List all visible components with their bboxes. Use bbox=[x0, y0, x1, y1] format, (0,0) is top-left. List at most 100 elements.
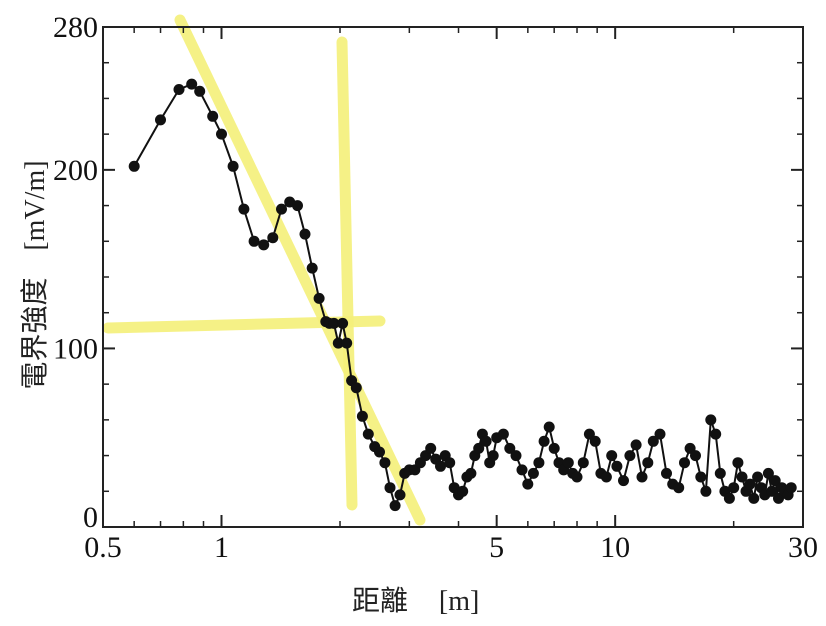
data-point bbox=[577, 457, 589, 469]
data-point bbox=[194, 85, 206, 97]
data-point bbox=[647, 435, 659, 447]
data-point bbox=[571, 471, 583, 483]
data-point bbox=[673, 482, 685, 494]
x-tick-label: 1 bbox=[214, 531, 229, 564]
data-point bbox=[533, 457, 545, 469]
x-tick-label: 30 bbox=[788, 531, 818, 564]
data-point bbox=[695, 471, 707, 483]
data-point bbox=[679, 457, 690, 469]
data-point bbox=[723, 492, 735, 504]
data-point bbox=[155, 114, 166, 126]
x-tick-label: 10 bbox=[600, 531, 630, 564]
data-point bbox=[752, 471, 764, 483]
data-point bbox=[744, 478, 756, 490]
data-point bbox=[618, 475, 629, 487]
y-axis-unit: [mV/m] bbox=[20, 160, 51, 250]
data-point bbox=[766, 485, 778, 497]
data-point bbox=[350, 382, 362, 394]
data-point bbox=[785, 482, 797, 494]
x-axis-label: 距離 bbox=[352, 584, 408, 617]
data-point bbox=[425, 442, 437, 454]
data-point bbox=[714, 467, 726, 479]
data-point bbox=[394, 489, 406, 501]
highlight-vertical-line bbox=[336, 36, 358, 511]
data-point bbox=[705, 414, 717, 426]
series-line bbox=[133, 82, 793, 509]
data-point bbox=[276, 203, 287, 215]
data-point bbox=[337, 317, 349, 329]
data-point bbox=[457, 485, 469, 497]
data-point bbox=[227, 160, 239, 172]
data-point bbox=[611, 460, 623, 472]
x-tick-label: 5 bbox=[489, 531, 504, 564]
data-point bbox=[292, 200, 303, 212]
data-point bbox=[384, 482, 396, 494]
data-point bbox=[516, 464, 528, 476]
y-tick-label: 100 bbox=[53, 332, 98, 365]
data-point bbox=[654, 428, 666, 440]
y-axis-label: 電界強度 bbox=[18, 278, 51, 390]
data-point bbox=[636, 471, 648, 483]
data-point bbox=[769, 475, 781, 487]
data-point bbox=[732, 457, 744, 469]
data-point bbox=[328, 317, 340, 329]
data-point bbox=[773, 492, 784, 504]
data-point bbox=[313, 292, 325, 304]
data-point bbox=[374, 446, 385, 458]
data-point bbox=[299, 228, 311, 240]
data-point bbox=[216, 128, 227, 140]
data-point bbox=[128, 160, 140, 172]
data-point bbox=[341, 337, 353, 349]
data-point bbox=[389, 500, 401, 512]
data-point bbox=[710, 428, 722, 440]
data-point bbox=[207, 110, 219, 122]
data-point bbox=[700, 485, 712, 497]
data-point bbox=[173, 84, 185, 95]
data-point bbox=[248, 235, 260, 247]
data-point bbox=[630, 439, 642, 451]
data-point bbox=[238, 203, 250, 215]
data-point bbox=[762, 467, 774, 479]
x-axis-title: 距離 [m] bbox=[352, 584, 479, 617]
data-point bbox=[538, 435, 550, 447]
highlight-slope-line bbox=[174, 14, 426, 526]
data-point bbox=[332, 337, 344, 349]
data-point bbox=[690, 450, 701, 462]
data-point bbox=[748, 492, 760, 504]
data-point bbox=[267, 232, 279, 244]
data-point bbox=[465, 467, 477, 479]
data-point bbox=[480, 435, 492, 447]
data-point bbox=[487, 450, 499, 462]
data-point bbox=[522, 478, 534, 490]
data-point bbox=[527, 467, 539, 479]
data-point bbox=[510, 450, 522, 462]
axis-tick-labels: 0.5 1 5 10 30 0 100 200 280 bbox=[53, 11, 818, 564]
x-tick-label: 0.5 bbox=[84, 531, 122, 564]
data-point bbox=[306, 262, 318, 274]
data-point bbox=[444, 457, 456, 469]
data-point bbox=[186, 78, 198, 90]
data-point bbox=[258, 239, 270, 251]
x-axis-unit: [m] bbox=[439, 586, 479, 617]
y-tick-label: 0 bbox=[83, 501, 98, 534]
y-axis-title: 電界強度 [mV/m] bbox=[18, 160, 51, 389]
data-point bbox=[379, 457, 391, 469]
data-point bbox=[548, 442, 560, 454]
data-point bbox=[642, 457, 654, 469]
data-point bbox=[497, 428, 509, 440]
series-points bbox=[128, 78, 797, 512]
data-point bbox=[736, 471, 748, 483]
y-tick-label: 200 bbox=[53, 154, 98, 187]
data-point bbox=[473, 442, 485, 454]
data-point bbox=[728, 482, 740, 494]
axis-ticks bbox=[102, 27, 804, 527]
data-point bbox=[624, 450, 636, 462]
data-point bbox=[606, 450, 618, 462]
data-point bbox=[661, 467, 672, 479]
data-point bbox=[504, 442, 516, 454]
data-point bbox=[543, 421, 555, 433]
data-point bbox=[562, 457, 574, 469]
y-tick-label: 280 bbox=[53, 11, 98, 44]
data-point bbox=[362, 428, 374, 440]
